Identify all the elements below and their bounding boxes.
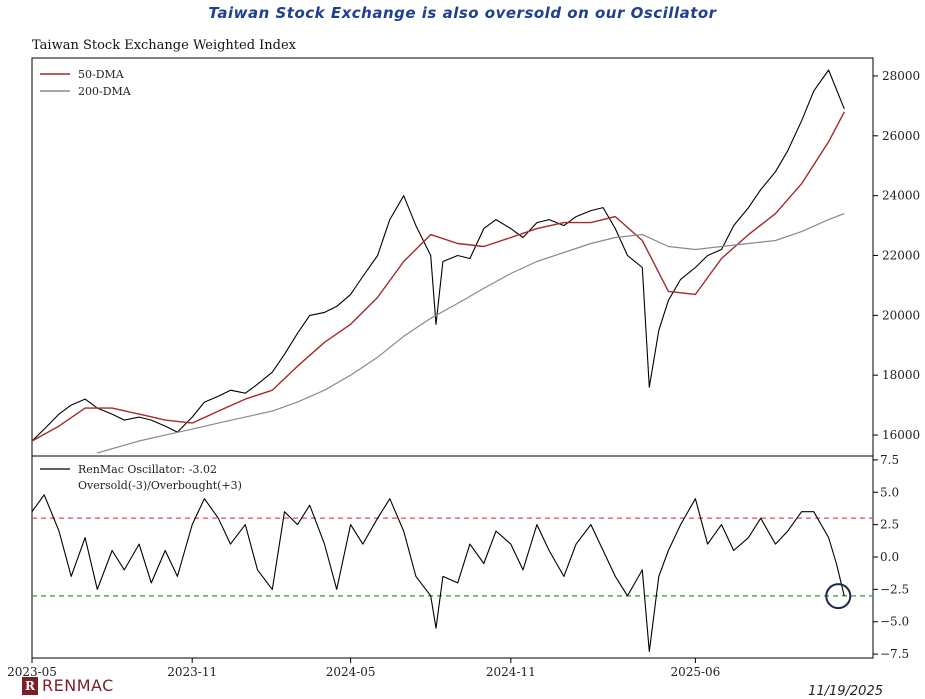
x-tick-label: 2024-05 — [326, 665, 376, 679]
osc-y-tick-label: −2.5 — [880, 582, 909, 596]
price-frame — [31, 57, 874, 457]
logo-mark: R — [22, 676, 38, 695]
price-y-tick-label: 18000 — [882, 368, 920, 382]
oscillator-line — [31, 494, 845, 653]
oversold-highlight-circle — [825, 583, 852, 610]
logo-text: RENMAC — [42, 676, 114, 695]
osc-y-tick-label: −5.0 — [880, 615, 909, 629]
legend-label-oscillator: RenMac Oscillator: -3.02 — [78, 463, 217, 476]
price-chart-title: Taiwan Stock Exchange Weighted Index — [32, 38, 297, 53]
osc-y-tick-label: 7.5 — [880, 453, 899, 467]
price-y-tick-label: 26000 — [882, 129, 920, 143]
index-line — [31, 69, 845, 442]
osc-y-tick-label: 5.0 — [880, 485, 899, 499]
dma-200-line — [97, 213, 845, 454]
x-tick-label: 2023-11 — [167, 665, 217, 679]
price-y-tick-label: 22000 — [882, 249, 920, 263]
legend-label-oversold-overbought: Oversold(-3)/Overbought(+3) — [78, 479, 242, 492]
osc-y-tick-label: −7.5 — [880, 647, 909, 661]
osc-y-tick-label: 2.5 — [880, 518, 899, 532]
price-panel: 16000 18000 20000 22000 24000 26000 28000 50-DM… — [31, 57, 920, 457]
renmac-logo: R RENMAC — [22, 676, 114, 695]
dma-50-line — [31, 111, 845, 442]
price-y-tick-label: 20000 — [882, 308, 920, 322]
x-tick-label: 2024-11 — [486, 665, 536, 679]
date-stamp: 11/19/2025 — [808, 684, 883, 699]
osc-y-tick-label: 0.0 — [880, 550, 899, 564]
legend-label-200-dma: 200-DMA — [78, 85, 132, 98]
price-y-tick-label: 24000 — [882, 189, 920, 203]
x-tick-label: 2025-06 — [670, 665, 720, 679]
chart-headline: Taiwan Stock Exchange is also oversold o… — [208, 4, 717, 22]
x-tick-label: 2023-05 — [7, 665, 57, 679]
oscillator-panel: −7.5 −5.0 −2.5 0.0 2.5 5.0 7.5 2023-05 2023-11 20… — [7, 453, 909, 679]
price-y-tick-label: 28000 — [882, 69, 920, 83]
legend-label-50-dma: 50-DMA — [78, 68, 125, 81]
price-y-tick-label: 16000 — [882, 428, 920, 442]
